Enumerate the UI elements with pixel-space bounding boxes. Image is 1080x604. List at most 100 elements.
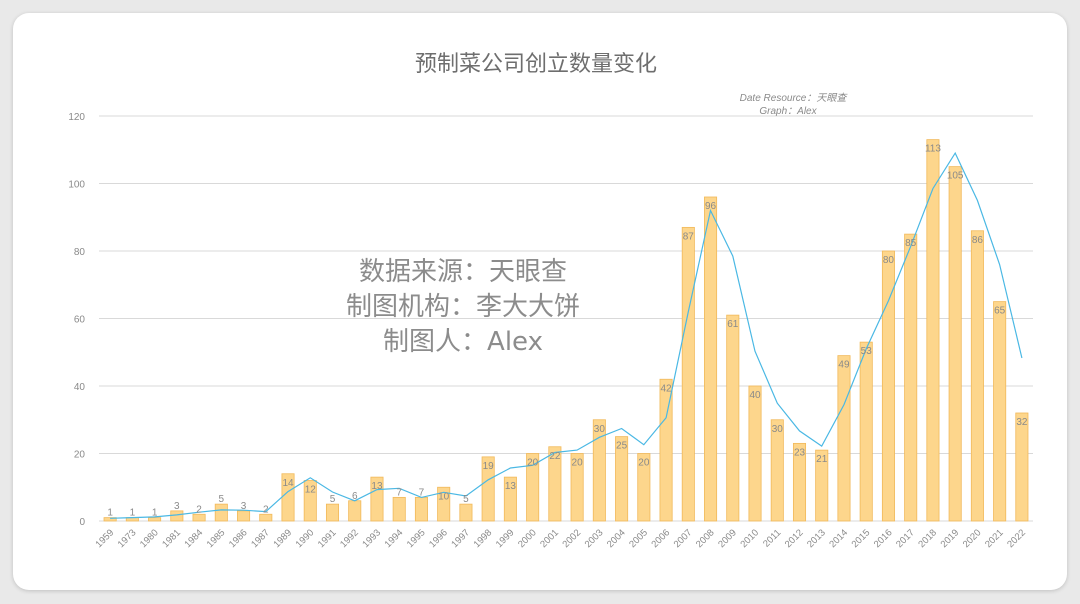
data-label: 20 — [572, 458, 584, 469]
data-label: 61 — [727, 319, 739, 330]
x-tick-label: 1959 — [94, 527, 117, 550]
bar — [815, 449, 829, 522]
x-tick-label: 2016 — [872, 527, 895, 550]
data-label: 65 — [994, 306, 1006, 317]
bar — [570, 453, 584, 522]
bar — [192, 513, 206, 522]
data-label: 20 — [638, 458, 650, 469]
x-tick-label: 2010 — [738, 527, 761, 550]
x-tick-label: 2012 — [783, 527, 806, 550]
bar — [704, 196, 718, 522]
data-label: 86 — [972, 235, 984, 246]
x-tick-label: 1993 — [360, 527, 383, 550]
data-label: 1 — [152, 508, 158, 519]
data-label: 2 — [263, 504, 269, 515]
data-label: 23 — [794, 447, 806, 458]
x-tick-label: 1998 — [472, 527, 495, 550]
data-label: 30 — [772, 424, 784, 435]
bar — [881, 250, 895, 522]
chart-card: 0 20 40 60 80 100 120 1 1 1 3 2 5 3 2 14 12 5 6 13 7 7 10 5 19 1… — [13, 13, 1067, 590]
bar — [414, 496, 428, 522]
bar — [615, 436, 629, 522]
watermark-line-author: 制图人：Alex — [383, 327, 543, 357]
data-label: 22 — [549, 451, 561, 462]
y-tick-label: 80 — [74, 247, 86, 258]
bar — [237, 510, 251, 522]
x-tick-label: 2008 — [694, 527, 717, 550]
bar — [659, 378, 673, 522]
x-tick-label: 2017 — [894, 527, 917, 550]
data-label: 5 — [330, 494, 336, 505]
x-tick-label: 2020 — [961, 527, 984, 550]
data-label: 25 — [616, 441, 628, 452]
x-tick-label: 2013 — [805, 527, 828, 550]
bar — [837, 355, 851, 522]
bar — [681, 226, 695, 522]
data-label: 85 — [905, 238, 917, 249]
x-tick-label: 2018 — [916, 527, 939, 550]
data-label: 5 — [219, 494, 225, 505]
bar — [792, 442, 807, 522]
data-label: 105 — [947, 171, 964, 182]
data-label: 10 — [438, 491, 450, 502]
bar — [370, 476, 384, 522]
data-label: 87 — [683, 231, 695, 242]
bar — [926, 139, 940, 522]
x-tick-label: 1994 — [383, 527, 406, 550]
data-label: 13 — [505, 481, 517, 492]
data-label: 13 — [371, 481, 383, 492]
data-label: 53 — [861, 346, 873, 357]
x-tick-label: 2015 — [850, 527, 873, 550]
data-label: 12 — [305, 485, 317, 496]
x-tick-label: 2019 — [939, 527, 962, 550]
graph-line: Graph：Alex — [759, 106, 817, 117]
x-tick-label: 2014 — [827, 527, 850, 550]
bar — [948, 166, 962, 522]
x-tick-label: 1997 — [449, 527, 472, 550]
bar — [459, 503, 473, 522]
data-label: 1 — [107, 508, 113, 519]
bar — [970, 230, 984, 522]
x-tick-label: 1991 — [316, 527, 339, 550]
data-label: 42 — [661, 383, 673, 394]
x-tick-label: 1981 — [160, 527, 183, 550]
data-label: 20 — [527, 458, 539, 469]
x-tick-label: 2011 — [761, 527, 783, 549]
y-tick-label: 60 — [74, 315, 86, 326]
trend-line — [110, 151, 1023, 519]
x-tick-label: 1995 — [405, 527, 428, 550]
data-label: 80 — [883, 255, 895, 266]
watermark-line-source: 数据来源：天眼查 — [359, 257, 567, 287]
data-label: 5 — [463, 494, 469, 505]
bar — [214, 503, 228, 522]
data-label: 49 — [838, 360, 850, 371]
x-tick-label: 1980 — [138, 527, 161, 550]
x-tick-label: 1986 — [227, 527, 250, 550]
bar — [1015, 412, 1029, 522]
bar — [481, 456, 495, 522]
bar — [148, 517, 162, 522]
data-label: 2 — [196, 504, 202, 515]
bar — [726, 314, 740, 522]
x-tick-label: 2001 — [538, 527, 561, 550]
x-tick-label: 1992 — [338, 527, 361, 550]
x-tick-label: 1996 — [427, 527, 450, 550]
data-label: 3 — [241, 501, 247, 512]
x-tick-label: 1990 — [294, 527, 317, 550]
x-tick-label: 1989 — [271, 527, 294, 550]
data-label: 1 — [130, 508, 136, 519]
x-tick-label: 2005 — [627, 527, 650, 550]
data-label: 3 — [174, 501, 180, 512]
x-tick-label: 2003 — [583, 527, 606, 550]
bar — [526, 453, 540, 522]
y-tick-label: 120 — [68, 112, 85, 123]
y-tick-label: 20 — [74, 450, 86, 461]
bar — [325, 503, 340, 522]
bar — [303, 480, 317, 522]
data-label: 7 — [396, 487, 402, 498]
bar — [592, 419, 606, 522]
x-tick-label: 1987 — [249, 527, 272, 550]
source-line: Date Resource：天眼查 — [740, 92, 849, 104]
x-tick-label: 2009 — [716, 527, 739, 550]
